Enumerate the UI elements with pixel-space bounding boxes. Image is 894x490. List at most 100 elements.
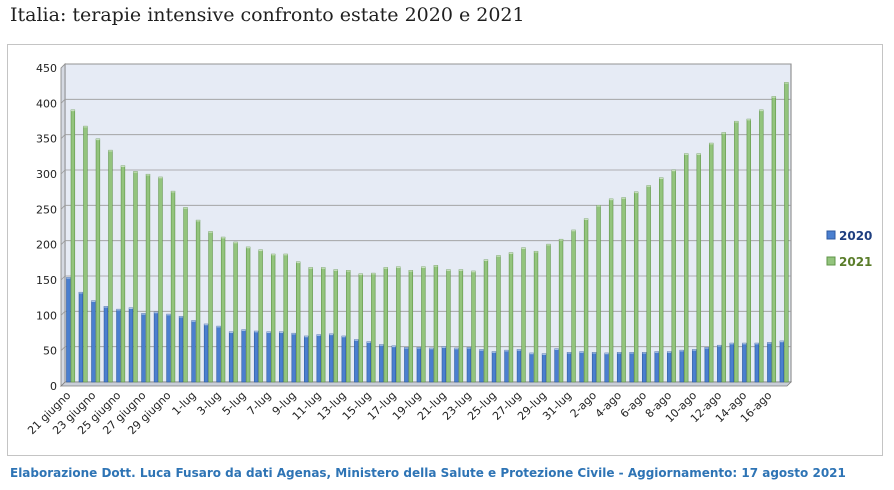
- bar-2021: [671, 169, 676, 383]
- bar-2020: [341, 335, 346, 383]
- bar-2020: [742, 342, 747, 383]
- bar-cap-2021: [534, 251, 538, 253]
- gridline-side: [60, 134, 66, 139]
- bar-2020: [304, 335, 309, 383]
- bar-cap-2021: [358, 273, 363, 276]
- bar-2020: [103, 306, 109, 383]
- plot-floor: [60, 381, 792, 387]
- bar-cap-2021: [408, 270, 413, 272]
- bar-2021: [183, 207, 188, 383]
- bar-2020: [591, 352, 597, 383]
- bar-cap-2020: [241, 329, 246, 331]
- bar-cap-2020: [467, 347, 471, 349]
- bar-cap-2020: [229, 331, 233, 334]
- bar-2020: [278, 331, 284, 383]
- bar-cap-2020: [692, 349, 697, 351]
- bar-cap-2021: [784, 82, 789, 84]
- bar-cap-2021: [734, 121, 739, 123]
- bar-2020: [141, 313, 146, 383]
- bar-cap-2021: [321, 267, 326, 269]
- bar-cap-2020: [104, 306, 108, 308]
- bar-cap-2020: [316, 334, 321, 336]
- bar-cap-2021: [521, 247, 526, 249]
- bar-cap-2020: [204, 324, 208, 326]
- bar-2021: [408, 270, 414, 383]
- gridline-side: [60, 99, 66, 104]
- bar-cap-2020: [567, 352, 571, 354]
- bar-cap-2020: [442, 346, 446, 348]
- bar-2021: [308, 267, 313, 383]
- bar-2021: [333, 269, 338, 383]
- bar-cap-2020: [754, 343, 759, 345]
- bar-2020: [354, 339, 359, 383]
- bar-2021: [283, 253, 288, 383]
- bar-2020: [266, 331, 271, 383]
- bar-2020: [166, 313, 171, 383]
- gridline-side: [60, 63, 66, 69]
- bar-2021: [145, 173, 151, 383]
- x-tick-label: 31-lug: [540, 389, 574, 423]
- bar-2021: [608, 198, 614, 383]
- bar-2021: [583, 218, 589, 383]
- bar-2020: [479, 349, 484, 383]
- bar-2020: [654, 351, 659, 383]
- bar-2021: [120, 165, 126, 383]
- y-tick-label: 450: [36, 62, 57, 75]
- bar-2021: [133, 171, 138, 383]
- bar-cap-2020: [542, 353, 546, 355]
- bar-2020: [717, 344, 722, 383]
- bar-2021: [696, 153, 701, 383]
- bar-cap-2020: [279, 331, 284, 334]
- bar-2020: [191, 320, 196, 383]
- bar-cap-2020: [404, 347, 409, 349]
- bar-2021: [496, 255, 501, 383]
- bar-cap-2021: [659, 177, 664, 179]
- bar-cap-2020: [266, 331, 271, 334]
- bar-2021: [546, 243, 551, 383]
- bar-2020: [604, 352, 609, 383]
- y-tick-label: 100: [36, 309, 57, 322]
- x-tick-label: 7-lug: [245, 389, 274, 418]
- bar-cap-2020: [391, 345, 396, 348]
- bar-cap-2020: [304, 336, 309, 338]
- bar-cap-2020: [129, 307, 133, 309]
- bar-2021: [483, 259, 489, 383]
- bar-cap-2020: [504, 350, 509, 352]
- bar-cap-2020: [704, 347, 709, 349]
- y-tick-label: 400: [36, 97, 57, 110]
- bar-2021: [396, 266, 401, 383]
- bar-2021: [383, 267, 388, 383]
- bar-2021: [746, 118, 751, 383]
- bar-cap-2021: [396, 266, 401, 269]
- bar-2021: [83, 125, 88, 383]
- x-tick-label: 5-lug: [220, 389, 249, 418]
- bar-2021: [170, 190, 176, 383]
- bar-cap-2021: [596, 205, 601, 207]
- bar-2021: [95, 138, 101, 383]
- bar-2020: [641, 352, 647, 383]
- bar-2021: [245, 246, 251, 383]
- bar-cap-2021: [283, 254, 288, 256]
- bar-cap-2021: [471, 271, 476, 273]
- bar-2020: [429, 347, 434, 383]
- bar-2020: [91, 300, 96, 383]
- y-tick-label: 150: [36, 274, 57, 287]
- bar-cap-2021: [496, 255, 501, 257]
- bar-cap-2020: [642, 352, 647, 354]
- bar-2020: [203, 323, 209, 383]
- bar-cap-2021: [671, 170, 676, 172]
- legend: 2020 2021: [826, 229, 872, 269]
- x-tick-label: 3-lug: [195, 389, 224, 418]
- bar-cap-2020: [379, 344, 384, 346]
- bar-cap-2020: [91, 300, 96, 302]
- bar-2020: [329, 333, 334, 383]
- bar-cap-2021: [296, 261, 301, 264]
- bar-cap-2020: [366, 341, 371, 343]
- bar-2021: [659, 177, 664, 383]
- bar-cap-2021: [759, 109, 764, 112]
- bar-2021: [508, 252, 514, 383]
- bar-2020: [779, 340, 785, 383]
- bar-cap-2020: [454, 348, 459, 350]
- bar-cap-2020: [717, 345, 722, 347]
- bar-cap-2021: [308, 267, 313, 269]
